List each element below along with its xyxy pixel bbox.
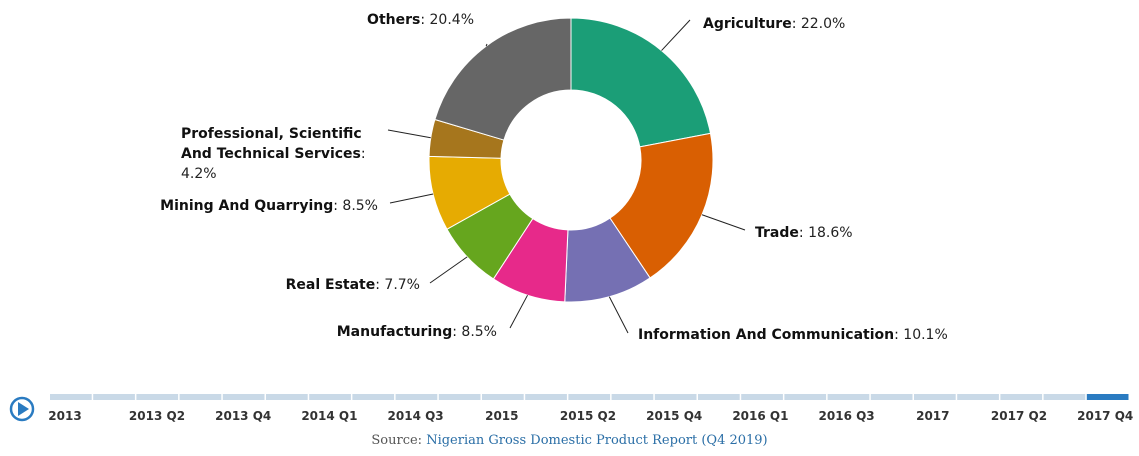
leader-line [608, 296, 629, 334]
timeline-segment[interactable] [957, 394, 999, 400]
slice-value: 20.4% [429, 12, 474, 28]
timeline-segment[interactable] [870, 394, 913, 400]
donut [428, 17, 714, 303]
timeline-label: 2014 Q1 [301, 409, 357, 423]
timeline-segment[interactable] [1043, 394, 1086, 400]
slice-name: Professional, Scientific And Technical S… [181, 126, 366, 162]
timeline-segment[interactable] [395, 394, 438, 400]
source-prefix: Source: [371, 433, 423, 448]
timeline-segment[interactable] [179, 394, 222, 400]
slice-value: 18.6% [808, 225, 853, 241]
slice-label: Mining And Quarrying8.5% [160, 196, 378, 216]
slice-label: Manufacturing8.5% [337, 322, 497, 342]
timeline-segment[interactable] [1000, 394, 1043, 400]
timeline-label: 2016 Q1 [732, 409, 788, 423]
slice-value: 10.1% [903, 327, 948, 343]
slice-value: 8.5% [461, 324, 497, 340]
slice-label: Real Estate7.7% [286, 275, 420, 295]
slice [434, 17, 572, 141]
leader-line [701, 214, 746, 231]
leader-line [387, 129, 431, 139]
timeline-segment[interactable] [914, 394, 956, 400]
slice-label: Information And Communication10.1% [638, 325, 948, 345]
slice-value: 22.0% [800, 16, 846, 32]
timeline-segment[interactable] [438, 394, 481, 400]
timeline-label: 2014 Q3 [388, 409, 444, 423]
timeline-label: 2015 Q4 [646, 409, 702, 423]
slice-label: Professional, Scientific And Technical S… [181, 124, 386, 184]
chart: 2013 2013 Q2 2013 Q4 2014 Q1 2014 Q3 2015 2015… [9, 17, 1133, 423]
slice-name: Manufacturing [337, 324, 462, 340]
slice-name: Agriculture [703, 16, 801, 32]
slice [609, 132, 714, 279]
timeline-segment[interactable] [1086, 394, 1129, 400]
timeline-label: 2013 [48, 409, 81, 423]
timeline-label: 2013 Q4 [215, 409, 271, 423]
timeline-segment[interactable] [266, 394, 308, 400]
timeline-label: 2017 Q4 [1077, 409, 1133, 423]
leader-lines [387, 19, 746, 334]
slice-name: Real Estate [286, 277, 385, 293]
timeline-label: 2013 Q2 [129, 409, 185, 423]
slice-name: Mining And Quarrying [160, 198, 342, 214]
slice-label: Others20.4% [367, 10, 474, 30]
timeline-segment[interactable] [654, 394, 697, 400]
leader-line [509, 294, 528, 329]
timeline-segment[interactable] [309, 394, 351, 400]
timeline-label: 2016 Q3 [819, 409, 875, 423]
leader-line [389, 193, 434, 204]
slice-label: Agriculture22.0% [703, 14, 845, 34]
timeline-segment[interactable] [93, 394, 135, 400]
slice-value: 4.2% [181, 166, 217, 182]
timeline-segment[interactable] [568, 394, 611, 400]
slice-name: Others [367, 12, 429, 28]
source: Source: Nigerian Gross Domestic Product … [0, 433, 1139, 448]
timeline: 2013 2013 Q2 2013 Q4 2014 Q1 2014 Q3 2015 2015… [9, 394, 1133, 423]
leader-line [485, 43, 488, 47]
timeline-label: 2015 Q2 [560, 409, 616, 423]
timeline-segment[interactable] [222, 394, 265, 400]
timeline-segment[interactable] [482, 394, 524, 400]
timeline-label: 2017 Q2 [991, 409, 1047, 423]
timeline-segment[interactable] [827, 394, 870, 400]
timeline-segment[interactable] [611, 394, 654, 400]
leader-line [429, 256, 468, 284]
slice-name: Information And Communication [638, 327, 903, 343]
play-icon [18, 402, 29, 416]
slice-value: 8.5% [342, 198, 378, 214]
timeline-label: 2017 [916, 409, 949, 423]
timeline-segment[interactable] [784, 394, 827, 400]
timeline-segment[interactable] [136, 394, 179, 400]
slice-name: Trade [755, 225, 808, 241]
timeline-segment[interactable] [352, 394, 395, 400]
slice-label: Trade18.6% [755, 223, 853, 243]
timeline-label: 2015 [485, 409, 518, 423]
timeline-segment[interactable] [525, 394, 567, 400]
slice-value: 7.7% [384, 277, 420, 293]
timeline-segment[interactable] [741, 394, 783, 400]
timeline-segment[interactable] [698, 394, 740, 400]
source-link[interactable]: Nigerian Gross Domestic Product Report (… [426, 433, 768, 448]
timeline-segment[interactable] [50, 394, 92, 400]
leader-line [661, 19, 691, 51]
slice [570, 17, 712, 148]
